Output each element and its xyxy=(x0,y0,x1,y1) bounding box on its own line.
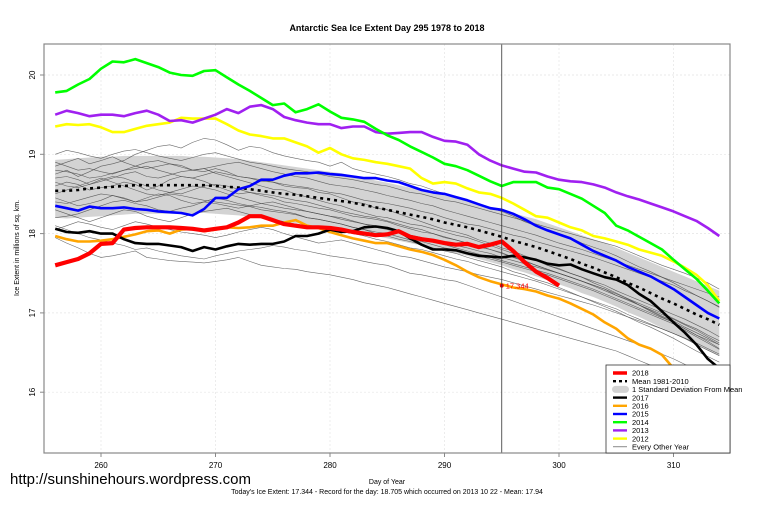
series-line-2018 xyxy=(54,214,561,288)
watermark-url[interactable]: http://sunshinehours.wordpress.com xyxy=(10,471,251,488)
legend-label: 2016 xyxy=(632,402,649,411)
series-line-2017 xyxy=(54,225,721,370)
other-year-line xyxy=(55,149,720,290)
y-axis: 16 17 18 19 20 xyxy=(28,70,44,397)
legend-label: 2014 xyxy=(632,418,649,427)
other-year-line xyxy=(55,156,720,345)
other-year-line xyxy=(55,225,720,383)
other-year-line xyxy=(55,177,720,341)
std-band-area xyxy=(55,155,720,356)
y-tick-label: 16 xyxy=(28,387,37,396)
legend-item: 2015 xyxy=(613,410,649,419)
other-year-line xyxy=(55,207,720,356)
series-line-2012 xyxy=(54,116,721,302)
legend-label: Mean 1981-2010 xyxy=(632,377,689,386)
legend-label: 2017 xyxy=(632,393,649,402)
legend-item: 2012 xyxy=(613,434,649,443)
x-axis-label: Day of Year xyxy=(369,479,406,486)
std-dev-band xyxy=(55,155,720,356)
y-tick-label: 20 xyxy=(28,70,37,79)
legend-item: Every Other Year xyxy=(613,443,690,452)
other-year-line xyxy=(55,138,720,308)
legend-item: 2014 xyxy=(613,418,649,427)
x-tick-label: 280 xyxy=(323,461,337,470)
y-axis-label: Ice Extent in millions of sq. km. xyxy=(14,200,21,296)
legend-item: 2013 xyxy=(613,426,649,435)
other-year-line xyxy=(55,176,720,345)
legend-label: 2013 xyxy=(632,426,649,435)
y-tick-label: 19 xyxy=(28,149,37,158)
series-line-2014 xyxy=(55,57,721,305)
plot-frame xyxy=(43,43,731,454)
legend-item: 2016 xyxy=(613,402,649,411)
legend-label: 2012 xyxy=(632,434,649,443)
legend-label: 1 Standard Deviation From Mean xyxy=(632,385,742,394)
legend-label: Every Other Year xyxy=(632,443,690,452)
end-value-label: 17.344 xyxy=(506,282,529,291)
other-year-line xyxy=(55,176,720,344)
legend-item: 2017 xyxy=(613,393,649,402)
series-line-2016 xyxy=(54,218,721,439)
legend-label: 2015 xyxy=(632,410,649,419)
legend-label: 2018 xyxy=(632,369,649,378)
legend-item: 1 Standard Deviation From Mean xyxy=(612,385,742,394)
chart-caption: Today's Ice Extent: 17.344 - Record for … xyxy=(231,489,543,496)
legend-item: 2018 xyxy=(613,369,649,378)
legend-swatch-gray-band xyxy=(612,385,629,393)
y-tick-label: 17 xyxy=(28,308,37,317)
series-line-2015 xyxy=(54,171,720,320)
x-tick-label: 290 xyxy=(438,461,452,470)
x-axis: 260 270 280 290 300 310 xyxy=(94,453,681,470)
x-tick-label: 270 xyxy=(209,461,223,470)
y-tick-label: 18 xyxy=(28,229,37,238)
other-year-line xyxy=(55,168,720,337)
series-line-2013 xyxy=(54,103,721,238)
other-year-line xyxy=(55,165,720,307)
x-tick-label: 300 xyxy=(552,461,566,470)
legend-item: Mean 1981-2010 xyxy=(613,377,689,386)
chart-title: Antarctic Sea Ice Extent Day 295 1978 to… xyxy=(289,23,484,33)
other-year-line xyxy=(55,237,720,401)
highlight-series xyxy=(54,57,721,439)
x-tick-label: 260 xyxy=(94,461,108,470)
x-tick-label: 310 xyxy=(667,461,681,470)
